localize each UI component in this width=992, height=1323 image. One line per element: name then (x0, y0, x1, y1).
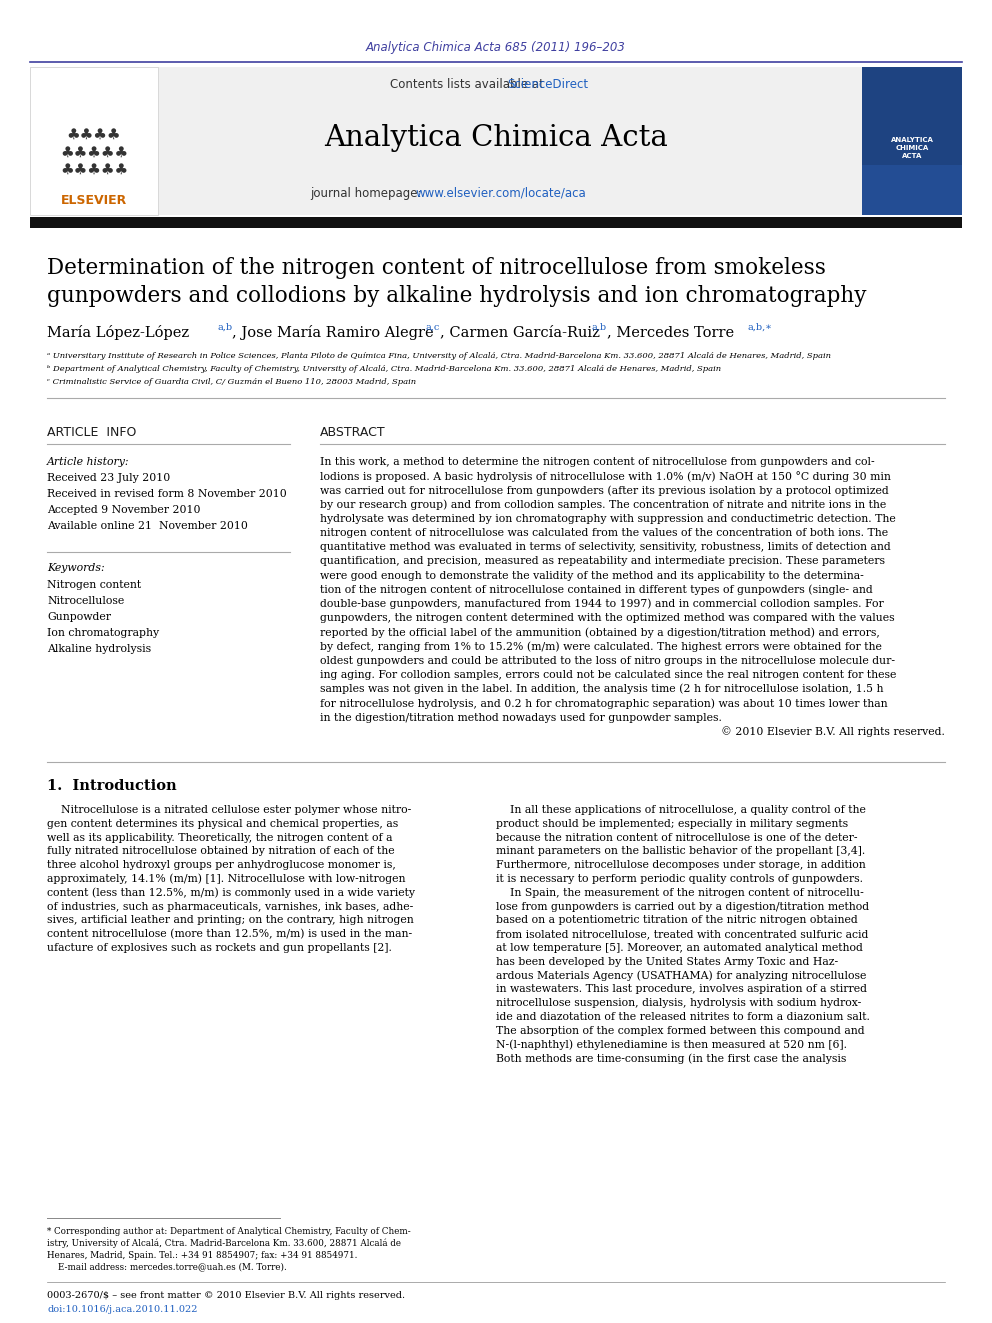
Text: it is necessary to perform periodic quality controls of gunpowders.: it is necessary to perform periodic qual… (496, 875, 863, 884)
Text: ᶜ Criminalistic Service of Guardia Civil, C/ Guzmán el Bueno 110, 28003 Madrid, : ᶜ Criminalistic Service of Guardia Civil… (47, 378, 416, 386)
Text: ufacture of explosives such as rockets and gun propellants [2].: ufacture of explosives such as rockets a… (47, 943, 392, 953)
Text: In Spain, the measurement of the nitrogen content of nitrocellu-: In Spain, the measurement of the nitroge… (496, 888, 864, 898)
Text: The absorption of the complex formed between this compound and: The absorption of the complex formed bet… (496, 1025, 865, 1036)
Text: In all these applications of nitrocellulose, a quality control of the: In all these applications of nitrocellul… (496, 804, 866, 815)
Text: María López-López: María López-López (47, 324, 189, 340)
Text: by our research group) and from collodion samples. The concentration of nitrate : by our research group) and from collodio… (320, 499, 886, 509)
Text: a,b: a,b (592, 323, 607, 332)
Text: has been developed by the United States Army Toxic and Haz-: has been developed by the United States … (496, 957, 838, 967)
Text: product should be implemented; especially in military segments: product should be implemented; especiall… (496, 819, 848, 828)
Text: was carried out for nitrocellulose from gunpowders (after its previous isolation: was carried out for nitrocellulose from … (320, 486, 889, 496)
Text: ᵃ Universitary Institute of Research in Police Sciences, Planta Piloto de Químic: ᵃ Universitary Institute of Research in … (47, 352, 831, 360)
Text: a,b,∗: a,b,∗ (748, 323, 773, 332)
Text: sives, artificial leather and printing; on the contrary, high nitrogen: sives, artificial leather and printing; … (47, 916, 414, 925)
Text: approximately, 14.1% (m/m) [1]. Nitrocellulose with low-nitrogen: approximately, 14.1% (m/m) [1]. Nitrocel… (47, 873, 406, 884)
Text: ELSEVIER: ELSEVIER (61, 193, 127, 206)
Text: reported by the official label of the ammunition (obtained by a digestion/titrat: reported by the official label of the am… (320, 627, 880, 638)
Text: ScienceDirect: ScienceDirect (507, 78, 588, 90)
Text: www.elsevier.com/locate/aca: www.elsevier.com/locate/aca (415, 187, 585, 200)
Text: content (less than 12.5%, m/m) is commonly used in a wide variety: content (less than 12.5%, m/m) is common… (47, 888, 415, 898)
Text: Nitrocellulose is a nitrated cellulose ester polymer whose nitro-: Nitrocellulose is a nitrated cellulose e… (47, 804, 412, 815)
Text: samples was not given in the label. In addition, the analysis time (2 h for nitr: samples was not given in the label. In a… (320, 684, 884, 695)
Text: because the nitration content of nitrocellulose is one of the deter-: because the nitration content of nitroce… (496, 832, 857, 843)
Text: fully nitrated nitrocellulose obtained by nitration of each of the: fully nitrated nitrocellulose obtained b… (47, 847, 395, 856)
Text: © 2010 Elsevier B.V. All rights reserved.: © 2010 Elsevier B.V. All rights reserved… (721, 726, 945, 737)
Text: istry, University of Alcalá, Ctra. Madrid-Barcelona Km. 33.600, 28871 Alcalá de: istry, University of Alcalá, Ctra. Madri… (47, 1238, 401, 1248)
Text: gunpowders and collodions by alkaline hydrolysis and ion chromatography: gunpowders and collodions by alkaline hy… (47, 284, 866, 307)
Text: Available online 21  November 2010: Available online 21 November 2010 (47, 521, 248, 531)
Text: Alkaline hydrolysis: Alkaline hydrolysis (47, 644, 151, 654)
Text: ᵇ Department of Analytical Chemistry, Faculty of Chemistry, University of Alcalá: ᵇ Department of Analytical Chemistry, Fa… (47, 365, 721, 373)
Text: Analytica Chimica Acta: Analytica Chimica Acta (324, 124, 668, 152)
Text: of industries, such as pharmaceuticals, varnishes, ink bases, adhe-: of industries, such as pharmaceuticals, … (47, 901, 414, 912)
Text: from isolated nitrocellulose, treated with concentrated sulfuric acid: from isolated nitrocellulose, treated wi… (496, 929, 868, 939)
Text: Contents lists available at: Contents lists available at (390, 78, 548, 90)
Text: Analytica Chimica Acta 685 (2011) 196–203: Analytica Chimica Acta 685 (2011) 196–20… (366, 41, 626, 54)
Text: lose from gunpowders is carried out by a digestion/titration method: lose from gunpowders is carried out by a… (496, 901, 869, 912)
Text: content nitrocellulose (more than 12.5%, m/m) is used in the man-: content nitrocellulose (more than 12.5%,… (47, 929, 412, 939)
Text: three alcohol hydroxyl groups per anhydroglucose monomer is,: three alcohol hydroxyl groups per anhydr… (47, 860, 396, 871)
Text: Determination of the nitrogen content of nitrocellulose from smokeless: Determination of the nitrogen content of… (47, 257, 826, 279)
Text: nitrogen content of nitrocellulose was calculated from the values of the concent: nitrogen content of nitrocellulose was c… (320, 528, 888, 538)
Text: Nitrogen content: Nitrogen content (47, 579, 141, 590)
Text: Nitrocellulose: Nitrocellulose (47, 595, 124, 606)
Text: by defect, ranging from 1% to 15.2% (m/m) were calculated. The highest errors we: by defect, ranging from 1% to 15.2% (m/m… (320, 642, 882, 652)
Text: ♣♣♣♣
♣♣♣♣♣
♣♣♣♣♣: ♣♣♣♣ ♣♣♣♣♣ ♣♣♣♣♣ (60, 127, 128, 177)
Text: Received in revised form 8 November 2010: Received in revised form 8 November 2010 (47, 490, 287, 499)
Text: lodions is proposed. A basic hydrolysis of nitrocellulose with 1.0% (m/v) NaOH a: lodions is proposed. A basic hydrolysis … (320, 471, 891, 482)
Text: hydrolysate was determined by ion chromatography with suppression and conductime: hydrolysate was determined by ion chroma… (320, 513, 896, 524)
FancyBboxPatch shape (30, 67, 862, 216)
FancyBboxPatch shape (30, 67, 158, 216)
Text: , Mercedes Torre: , Mercedes Torre (607, 325, 734, 339)
Text: , Carmen García-Ruiz: , Carmen García-Ruiz (440, 325, 600, 339)
Text: double-base gunpowders, manufactured from 1944 to 1997) and in commercial collod: double-base gunpowders, manufactured fro… (320, 599, 884, 610)
Text: ABSTRACT: ABSTRACT (320, 426, 386, 438)
Text: E-mail address: mercedes.torre@uah.es (M. Torre).: E-mail address: mercedes.torre@uah.es (M… (47, 1262, 287, 1271)
Text: Received 23 July 2010: Received 23 July 2010 (47, 474, 171, 483)
Text: N-(l-naphthyl) ethylenediamine is then measured at 520 nm [6].: N-(l-naphthyl) ethylenediamine is then m… (496, 1040, 847, 1050)
Text: * Corresponding author at: Department of Analytical Chemistry, Faculty of Chem-: * Corresponding author at: Department of… (47, 1228, 411, 1237)
FancyBboxPatch shape (862, 165, 962, 216)
Text: 1.  Introduction: 1. Introduction (47, 779, 177, 792)
Text: Ion chromatography: Ion chromatography (47, 628, 159, 638)
Text: quantitative method was evaluated in terms of selectivity, sensitivity, robustne: quantitative method was evaluated in ter… (320, 542, 891, 552)
Text: Both methods are time-consuming (in the first case the analysis: Both methods are time-consuming (in the … (496, 1053, 846, 1064)
Text: gen content determines its physical and chemical properties, as: gen content determines its physical and … (47, 819, 398, 828)
Text: journal homepage:: journal homepage: (310, 187, 426, 200)
Text: doi:10.1016/j.aca.2010.11.022: doi:10.1016/j.aca.2010.11.022 (47, 1304, 197, 1314)
Text: based on a potentiometric titration of the nitric nitrogen obtained: based on a potentiometric titration of t… (496, 916, 858, 925)
Text: Keywords:: Keywords: (47, 564, 104, 573)
Text: Accepted 9 November 2010: Accepted 9 November 2010 (47, 505, 200, 515)
FancyBboxPatch shape (862, 67, 962, 216)
Text: Gunpowder: Gunpowder (47, 613, 111, 622)
FancyBboxPatch shape (30, 217, 962, 228)
Text: a,b: a,b (218, 323, 233, 332)
Text: ANALYTICA
CHIMICA
ACTA: ANALYTICA CHIMICA ACTA (891, 138, 933, 159)
Text: for nitrocellulose hydrolysis, and 0.2 h for chromatographic separation) was abo: for nitrocellulose hydrolysis, and 0.2 h… (320, 699, 888, 709)
Text: a,c: a,c (425, 323, 439, 332)
Text: , Jose María Ramiro Alegre: , Jose María Ramiro Alegre (232, 324, 434, 340)
Text: nitrocellulose suspension, dialysis, hydrolysis with sodium hydrox-: nitrocellulose suspension, dialysis, hyd… (496, 998, 861, 1008)
Text: ide and diazotation of the released nitrites to form a diazonium salt.: ide and diazotation of the released nitr… (496, 1012, 870, 1021)
FancyBboxPatch shape (862, 67, 962, 165)
Text: 0003-2670/$ – see front matter © 2010 Elsevier B.V. All rights reserved.: 0003-2670/$ – see front matter © 2010 El… (47, 1291, 405, 1301)
Text: ARTICLE  INFO: ARTICLE INFO (47, 426, 136, 438)
Text: well as its applicability. Theoretically, the nitrogen content of a: well as its applicability. Theoretically… (47, 832, 393, 843)
Text: were good enough to demonstrate the validity of the method and its applicability: were good enough to demonstrate the vali… (320, 570, 864, 581)
Text: Furthermore, nitrocellulose decomposes under storage, in addition: Furthermore, nitrocellulose decomposes u… (496, 860, 866, 871)
Text: Henares, Madrid, Spain. Tel.: +34 91 8854907; fax: +34 91 8854971.: Henares, Madrid, Spain. Tel.: +34 91 885… (47, 1250, 357, 1259)
Text: gunpowders, the nitrogen content determined with the optimized method was compar: gunpowders, the nitrogen content determi… (320, 613, 895, 623)
Text: minant parameters on the ballistic behavior of the propellant [3,4].: minant parameters on the ballistic behav… (496, 847, 865, 856)
Text: ing aging. For collodion samples, errors could not be calculated since the real : ing aging. For collodion samples, errors… (320, 669, 897, 680)
Text: quantification, and precision, measured as repeatability and intermediate precis: quantification, and precision, measured … (320, 557, 885, 566)
Text: in the digestion/titration method nowadays used for gunpowder samples.: in the digestion/titration method nowada… (320, 713, 722, 722)
Text: in wastewaters. This last procedure, involves aspiration of a stirred: in wastewaters. This last procedure, inv… (496, 984, 867, 995)
Text: Article history:: Article history: (47, 456, 130, 467)
Text: In this work, a method to determine the nitrogen content of nitrocellulose from : In this work, a method to determine the … (320, 456, 875, 467)
Text: ardous Materials Agency (USATHAMA) for analyzing nitrocellulose: ardous Materials Agency (USATHAMA) for a… (496, 970, 866, 980)
Text: tion of the nitrogen content of nitrocellulose contained in different types of g: tion of the nitrogen content of nitrocel… (320, 585, 873, 595)
Text: at low temperature [5]. Moreover, an automated analytical method: at low temperature [5]. Moreover, an aut… (496, 943, 863, 953)
Text: oldest gunpowders and could be attributed to the loss of nitro groups in the nit: oldest gunpowders and could be attribute… (320, 656, 895, 665)
